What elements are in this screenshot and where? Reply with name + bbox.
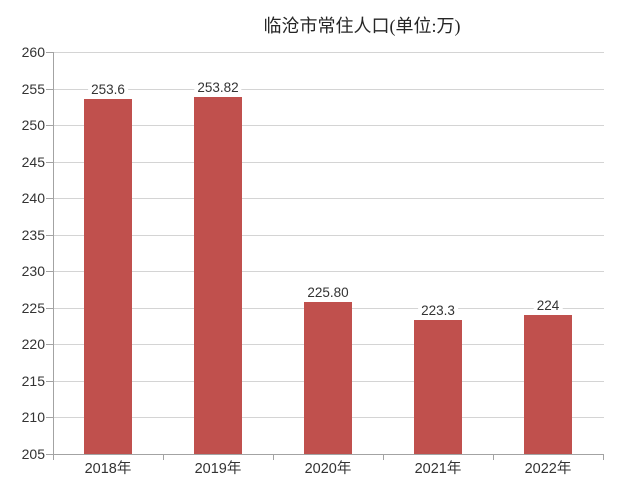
bar (194, 97, 242, 454)
chart-title: 临沧市常住人口(单位:万) (263, 16, 461, 36)
bar-value-label: 253.82 (194, 80, 242, 96)
x-tick-mark (493, 454, 494, 460)
y-tick-label: 235 (21, 227, 45, 243)
y-tick-mark (46, 344, 53, 345)
y-tick-label: 215 (21, 373, 45, 389)
y-tick-label: 205 (21, 446, 45, 462)
bar (414, 320, 462, 454)
y-tick-mark (46, 125, 53, 126)
gridline (54, 198, 604, 199)
y-tick-label: 225 (21, 300, 45, 316)
y-tick-mark (46, 308, 53, 309)
x-axis-line (53, 454, 604, 455)
x-tick-mark (603, 454, 604, 460)
y-tick-mark (46, 417, 53, 418)
y-tick-label: 245 (21, 154, 45, 170)
y-tick-mark (46, 271, 53, 272)
y-tick-mark (46, 52, 53, 53)
gridline (54, 271, 604, 272)
y-tick-mark (46, 89, 53, 90)
bar-value-label: 225.80 (304, 285, 352, 300)
y-tick-mark (46, 198, 53, 199)
y-tick-mark (46, 162, 53, 163)
bar-value-label: 253.6 (88, 81, 128, 97)
plot-area: 205 210 215 220 225 230 235 240 245 250 255 260 253.… (22, 45, 604, 477)
y-tick-mark (46, 454, 53, 455)
gridline (54, 162, 604, 163)
y-tick-mark (46, 381, 53, 382)
x-category-label: 2018年 (84, 461, 132, 477)
bar-value-label: 224 (533, 298, 563, 314)
y-tick-label: 230 (21, 263, 45, 279)
y-tick-label: 210 (21, 409, 45, 425)
gridline (54, 125, 604, 126)
gridline (54, 235, 604, 236)
y-tick-mark (46, 235, 53, 236)
bar (524, 315, 572, 454)
y-tick-label: 240 (21, 190, 45, 206)
x-category-label: 2020年 (304, 461, 352, 477)
bar (304, 302, 352, 454)
x-tick-mark (273, 454, 274, 460)
bar (84, 98, 132, 454)
y-axis-line (53, 52, 54, 455)
y-tick-label: 250 (21, 117, 45, 133)
y-tick-label: 220 (21, 336, 45, 352)
x-category-label: 2019年 (194, 461, 242, 477)
x-category-label: 2022年 (524, 461, 572, 477)
x-tick-mark (53, 454, 54, 460)
x-category-label: 2021年 (414, 461, 462, 477)
x-tick-mark (163, 454, 164, 460)
gridline (54, 52, 604, 53)
gridline (54, 89, 604, 90)
bar-value-label: 223.3 (418, 303, 458, 319)
x-tick-mark (383, 454, 384, 460)
y-tick-label: 260 (21, 44, 45, 60)
y-tick-label: 255 (21, 81, 45, 97)
